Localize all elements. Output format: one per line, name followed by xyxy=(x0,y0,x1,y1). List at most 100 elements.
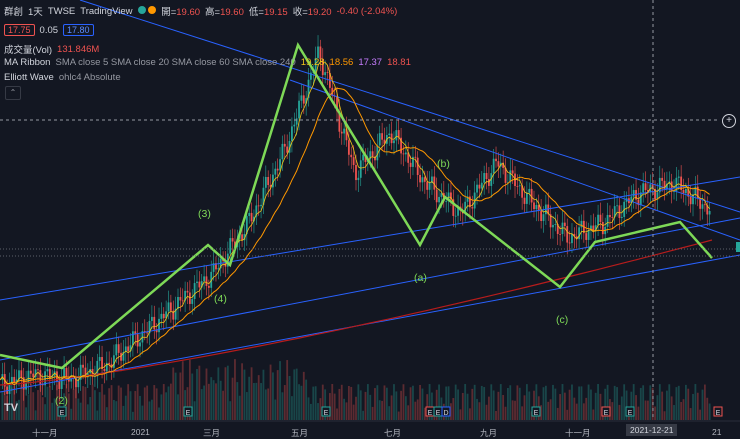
volume-bar xyxy=(124,395,127,420)
candle-body xyxy=(537,204,540,211)
volume-bar xyxy=(663,411,666,420)
volume-bar xyxy=(359,390,362,420)
candle-body xyxy=(559,233,562,235)
volume-bar xyxy=(635,395,637,420)
candle-body xyxy=(124,346,127,353)
candle-body xyxy=(359,160,362,178)
candle-body xyxy=(573,233,576,237)
candle-body xyxy=(340,131,343,134)
candle-body xyxy=(155,329,158,333)
volume-bar xyxy=(155,388,158,420)
volume-bar xyxy=(94,390,96,420)
volume-bar xyxy=(694,384,697,420)
low-label: 低= xyxy=(248,7,264,18)
candle-body xyxy=(511,170,514,174)
ask-price[interactable]: 17.80 xyxy=(63,24,94,36)
event-marker xyxy=(601,406,611,417)
candle-body xyxy=(476,184,478,193)
volume-bar xyxy=(77,398,80,420)
crosshair-date: 2021-12-21 xyxy=(626,424,678,436)
volume-bar xyxy=(205,368,208,420)
wave-label-4: (4) xyxy=(214,293,227,305)
volume-bar xyxy=(217,367,220,420)
collapse-legend-icon[interactable]: ⌃ xyxy=(5,86,21,100)
volume-bar xyxy=(559,394,562,420)
x-tick: 三月 xyxy=(203,428,221,438)
candle-body xyxy=(229,238,232,254)
bid-price[interactable]: 17.75 xyxy=(4,24,35,36)
candle-body xyxy=(103,369,106,372)
volume-bar xyxy=(597,384,599,420)
volume-bar xyxy=(514,400,516,420)
candle-body xyxy=(262,187,265,205)
volume-bar xyxy=(253,383,255,420)
candle-body xyxy=(478,184,481,189)
candle-body xyxy=(599,214,602,222)
candle-body xyxy=(703,204,706,206)
volume-bar xyxy=(485,404,488,420)
candle-body xyxy=(302,95,305,104)
volume-bar xyxy=(666,390,668,420)
candle-body xyxy=(616,205,618,207)
candle-body xyxy=(381,133,384,140)
candle-body xyxy=(276,168,279,171)
volume-bar xyxy=(680,401,683,420)
volume-bar xyxy=(604,388,607,420)
volume-bar xyxy=(687,388,690,420)
candle-body xyxy=(647,190,649,192)
volume-bar xyxy=(207,383,210,420)
volume-bar xyxy=(642,385,645,420)
volume-bar xyxy=(141,405,144,420)
volume-bar xyxy=(419,384,421,420)
ma-legend[interactable]: MA Ribbon SMA close 5 SMA close 20 SMA c… xyxy=(4,57,411,68)
volume-bar xyxy=(198,365,201,420)
event-marker xyxy=(441,406,451,417)
wave-label-3: (3) xyxy=(198,208,211,220)
candle-body xyxy=(186,290,189,293)
symbol-name[interactable]: 群創 xyxy=(4,7,24,18)
volume-bar xyxy=(388,406,391,420)
volume-legend[interactable]: 成交量(Vol) 131.846M xyxy=(4,42,99,57)
candle-body xyxy=(279,159,281,171)
volume-bars xyxy=(1,359,711,420)
candle-body xyxy=(82,364,84,368)
volume-bar xyxy=(654,406,656,420)
candle-body xyxy=(15,379,18,383)
add-plus-icon[interactable]: + xyxy=(722,114,736,128)
volume-bar xyxy=(18,399,20,420)
elliott-legend[interactable]: Elliott Wave ohlc4 Absolute xyxy=(4,72,121,83)
high-label: 高= xyxy=(205,7,221,18)
volume-bar xyxy=(6,395,9,420)
candle-body xyxy=(590,225,592,230)
candle-body xyxy=(293,124,296,127)
volume-bar xyxy=(502,394,505,420)
candle-body xyxy=(540,210,543,222)
volume-bar xyxy=(84,386,87,420)
interval[interactable]: 1天 xyxy=(28,7,43,18)
volume-bar xyxy=(132,411,134,420)
candle-body xyxy=(656,192,659,200)
x-tick: 十一月 xyxy=(565,428,591,438)
x-tick: 五月 xyxy=(291,428,309,438)
volume-bar xyxy=(215,383,217,420)
candle-body xyxy=(395,130,398,141)
volume-bar xyxy=(457,389,459,420)
candle-body xyxy=(32,373,35,378)
volume-bar xyxy=(184,390,187,420)
volume-bar xyxy=(39,384,42,420)
volume-bar xyxy=(521,406,524,420)
candle-body xyxy=(172,310,175,320)
candle-body xyxy=(471,207,474,209)
candle-body xyxy=(594,225,597,231)
volume-bar xyxy=(8,405,11,420)
volume-bar xyxy=(701,389,704,420)
volume-bar xyxy=(158,407,160,420)
volume-bar xyxy=(340,384,343,420)
candle-body xyxy=(575,236,578,240)
volume-bar xyxy=(338,388,341,420)
volume-bar xyxy=(53,398,56,420)
volume-bar xyxy=(483,387,486,420)
candle-body xyxy=(469,196,471,208)
trend-lines xyxy=(0,0,740,393)
